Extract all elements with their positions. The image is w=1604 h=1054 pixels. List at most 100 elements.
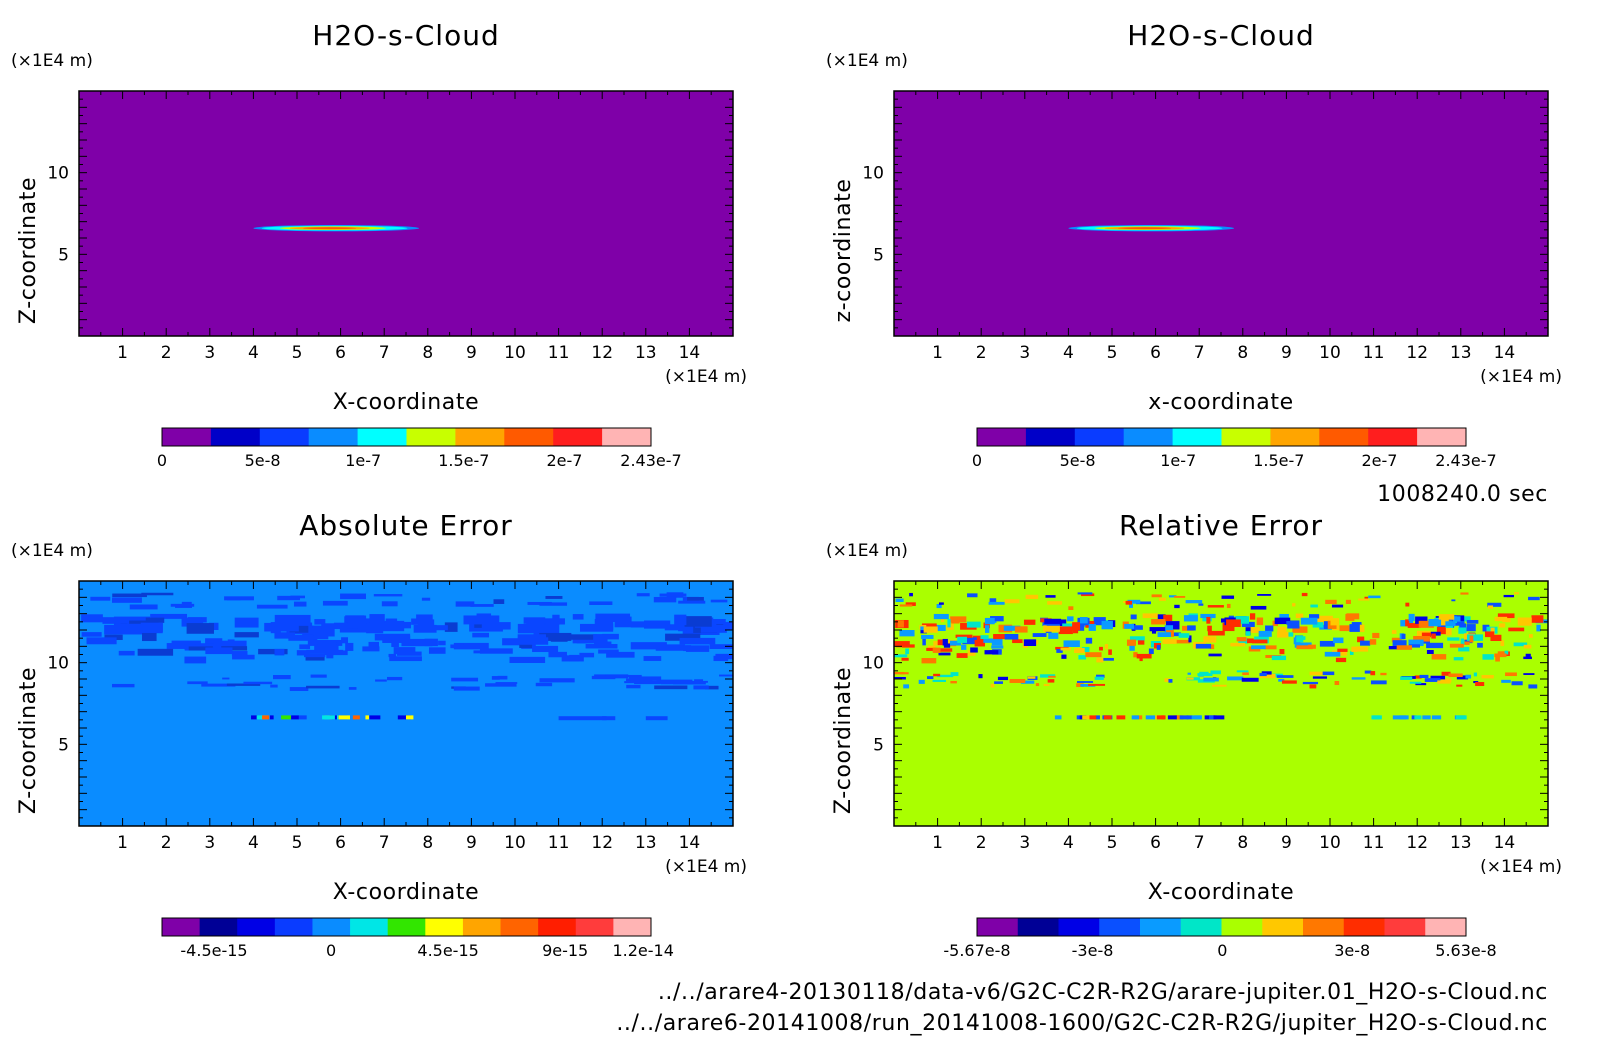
error-patch (1466, 634, 1483, 641)
error-patch (1504, 650, 1509, 655)
error-patch (1438, 617, 1449, 626)
error-patch (1149, 627, 1166, 632)
error-patch (388, 653, 397, 658)
time-label: 1008240.0 sec (1377, 482, 1548, 507)
error-patch (1209, 644, 1215, 650)
error-patch (1455, 715, 1467, 720)
x-tick-label: 8 (422, 343, 433, 363)
error-patch (495, 682, 518, 684)
y-axis-label: Z-coordinate (831, 667, 856, 814)
colorbar-tick-label: 5.63e-8 (1435, 941, 1496, 960)
error-patch (1186, 715, 1193, 720)
colorbar-swatch (1058, 918, 1100, 936)
error-patch (322, 715, 335, 720)
error-patch (1458, 646, 1470, 652)
error-patch (1032, 633, 1047, 637)
error-patch (1388, 646, 1401, 650)
error-patch (341, 637, 349, 644)
error-patch (298, 715, 307, 720)
colorbar-tick-label: 1.5e-7 (438, 451, 489, 470)
x-tick-label: 12 (1406, 833, 1428, 853)
colorbar-tick-label: 0 (1217, 941, 1227, 960)
error-patch (938, 648, 953, 652)
error-patch (539, 602, 568, 606)
error-patch (709, 644, 733, 649)
colorbar-swatch (1384, 918, 1426, 936)
x-tick-label: 6 (1150, 343, 1161, 363)
y-tick-label: 5 (58, 245, 69, 265)
x-unit-label: (×1E4 m) (665, 367, 747, 387)
error-patch (1072, 625, 1079, 634)
error-patch (369, 614, 385, 623)
error-patch (281, 715, 292, 720)
error-patch (1063, 640, 1080, 648)
error-patch (672, 680, 708, 683)
error-patch (1185, 600, 1203, 604)
error-patch (710, 599, 728, 603)
error-patch (539, 678, 575, 683)
error-patch (1009, 678, 1026, 683)
x-tick-label: 4 (1063, 833, 1074, 853)
error-patch (1164, 625, 1174, 633)
error-patch (1230, 642, 1246, 647)
error-patch (947, 619, 951, 628)
colorbar: 0 5e-8 1e-7 1.5e-7 2e-7 2.43e-7 (972, 427, 1497, 470)
colorbar-frame (976, 427, 1467, 447)
error-patch (413, 624, 437, 633)
error-patch (1209, 715, 1217, 720)
error-patch (1475, 682, 1485, 687)
x-axis-label: X-coordinate (1148, 880, 1294, 905)
chart-title: H2O-s-Cloud (312, 19, 499, 52)
error-patch (1159, 597, 1166, 601)
error-patch (1523, 656, 1532, 660)
colorbar-tick-label: -5.67e-8 (943, 941, 1010, 960)
plot-background (79, 91, 733, 336)
error-patch (1460, 641, 1470, 645)
error-patch (533, 623, 559, 635)
error-patch (1511, 681, 1523, 686)
error-patch (187, 681, 208, 685)
error-patch (299, 644, 311, 650)
error-patch (1482, 654, 1494, 660)
chart-title: Relative Error (1119, 509, 1323, 542)
error-patch (1174, 604, 1180, 609)
error-patch (1408, 639, 1424, 646)
colorbar-swatch (350, 918, 389, 936)
colorbar-swatch (1172, 428, 1222, 446)
error-patch (940, 618, 945, 623)
colorbar-tick-label: 1e-7 (345, 451, 381, 470)
error-patch (678, 600, 706, 604)
colorbar-frame (976, 917, 1467, 937)
error-patch (1531, 615, 1544, 623)
error-patch (1023, 639, 1037, 647)
error-patch (181, 617, 202, 627)
colorbar-tick-label: 1.5e-7 (1253, 451, 1304, 470)
error-patch (1078, 655, 1086, 660)
colorbar-swatch (425, 918, 464, 936)
error-patch (1296, 636, 1304, 643)
error-patch (509, 656, 546, 664)
colorbar: -4.5e-15 0 4.5e-15 9e-15 1.2e-14 (161, 917, 674, 960)
plot-area (894, 581, 1548, 826)
error-patch (1207, 625, 1212, 632)
error-patch (1048, 675, 1056, 678)
x-tick-label: 7 (379, 833, 390, 853)
error-patch (129, 604, 158, 610)
error-patch (1089, 715, 1097, 720)
x-tick-label: 11 (1363, 343, 1385, 363)
colorbar-tick-label: 2e-7 (1361, 451, 1397, 470)
error-patch (1525, 653, 1531, 658)
error-patch (166, 643, 196, 649)
error-patch (387, 676, 403, 681)
error-patch (558, 716, 607, 721)
x-tick-label: 2 (976, 343, 987, 363)
error-patch (1136, 653, 1152, 659)
error-patch (1027, 676, 1036, 679)
error-patch (933, 613, 949, 620)
colorbar-swatch (1221, 428, 1271, 446)
error-patch (687, 596, 704, 601)
colorbar-tick-label: 2e-7 (546, 451, 582, 470)
error-patch (1503, 594, 1514, 598)
error-patch (972, 635, 988, 642)
error-patch (1124, 623, 1134, 629)
